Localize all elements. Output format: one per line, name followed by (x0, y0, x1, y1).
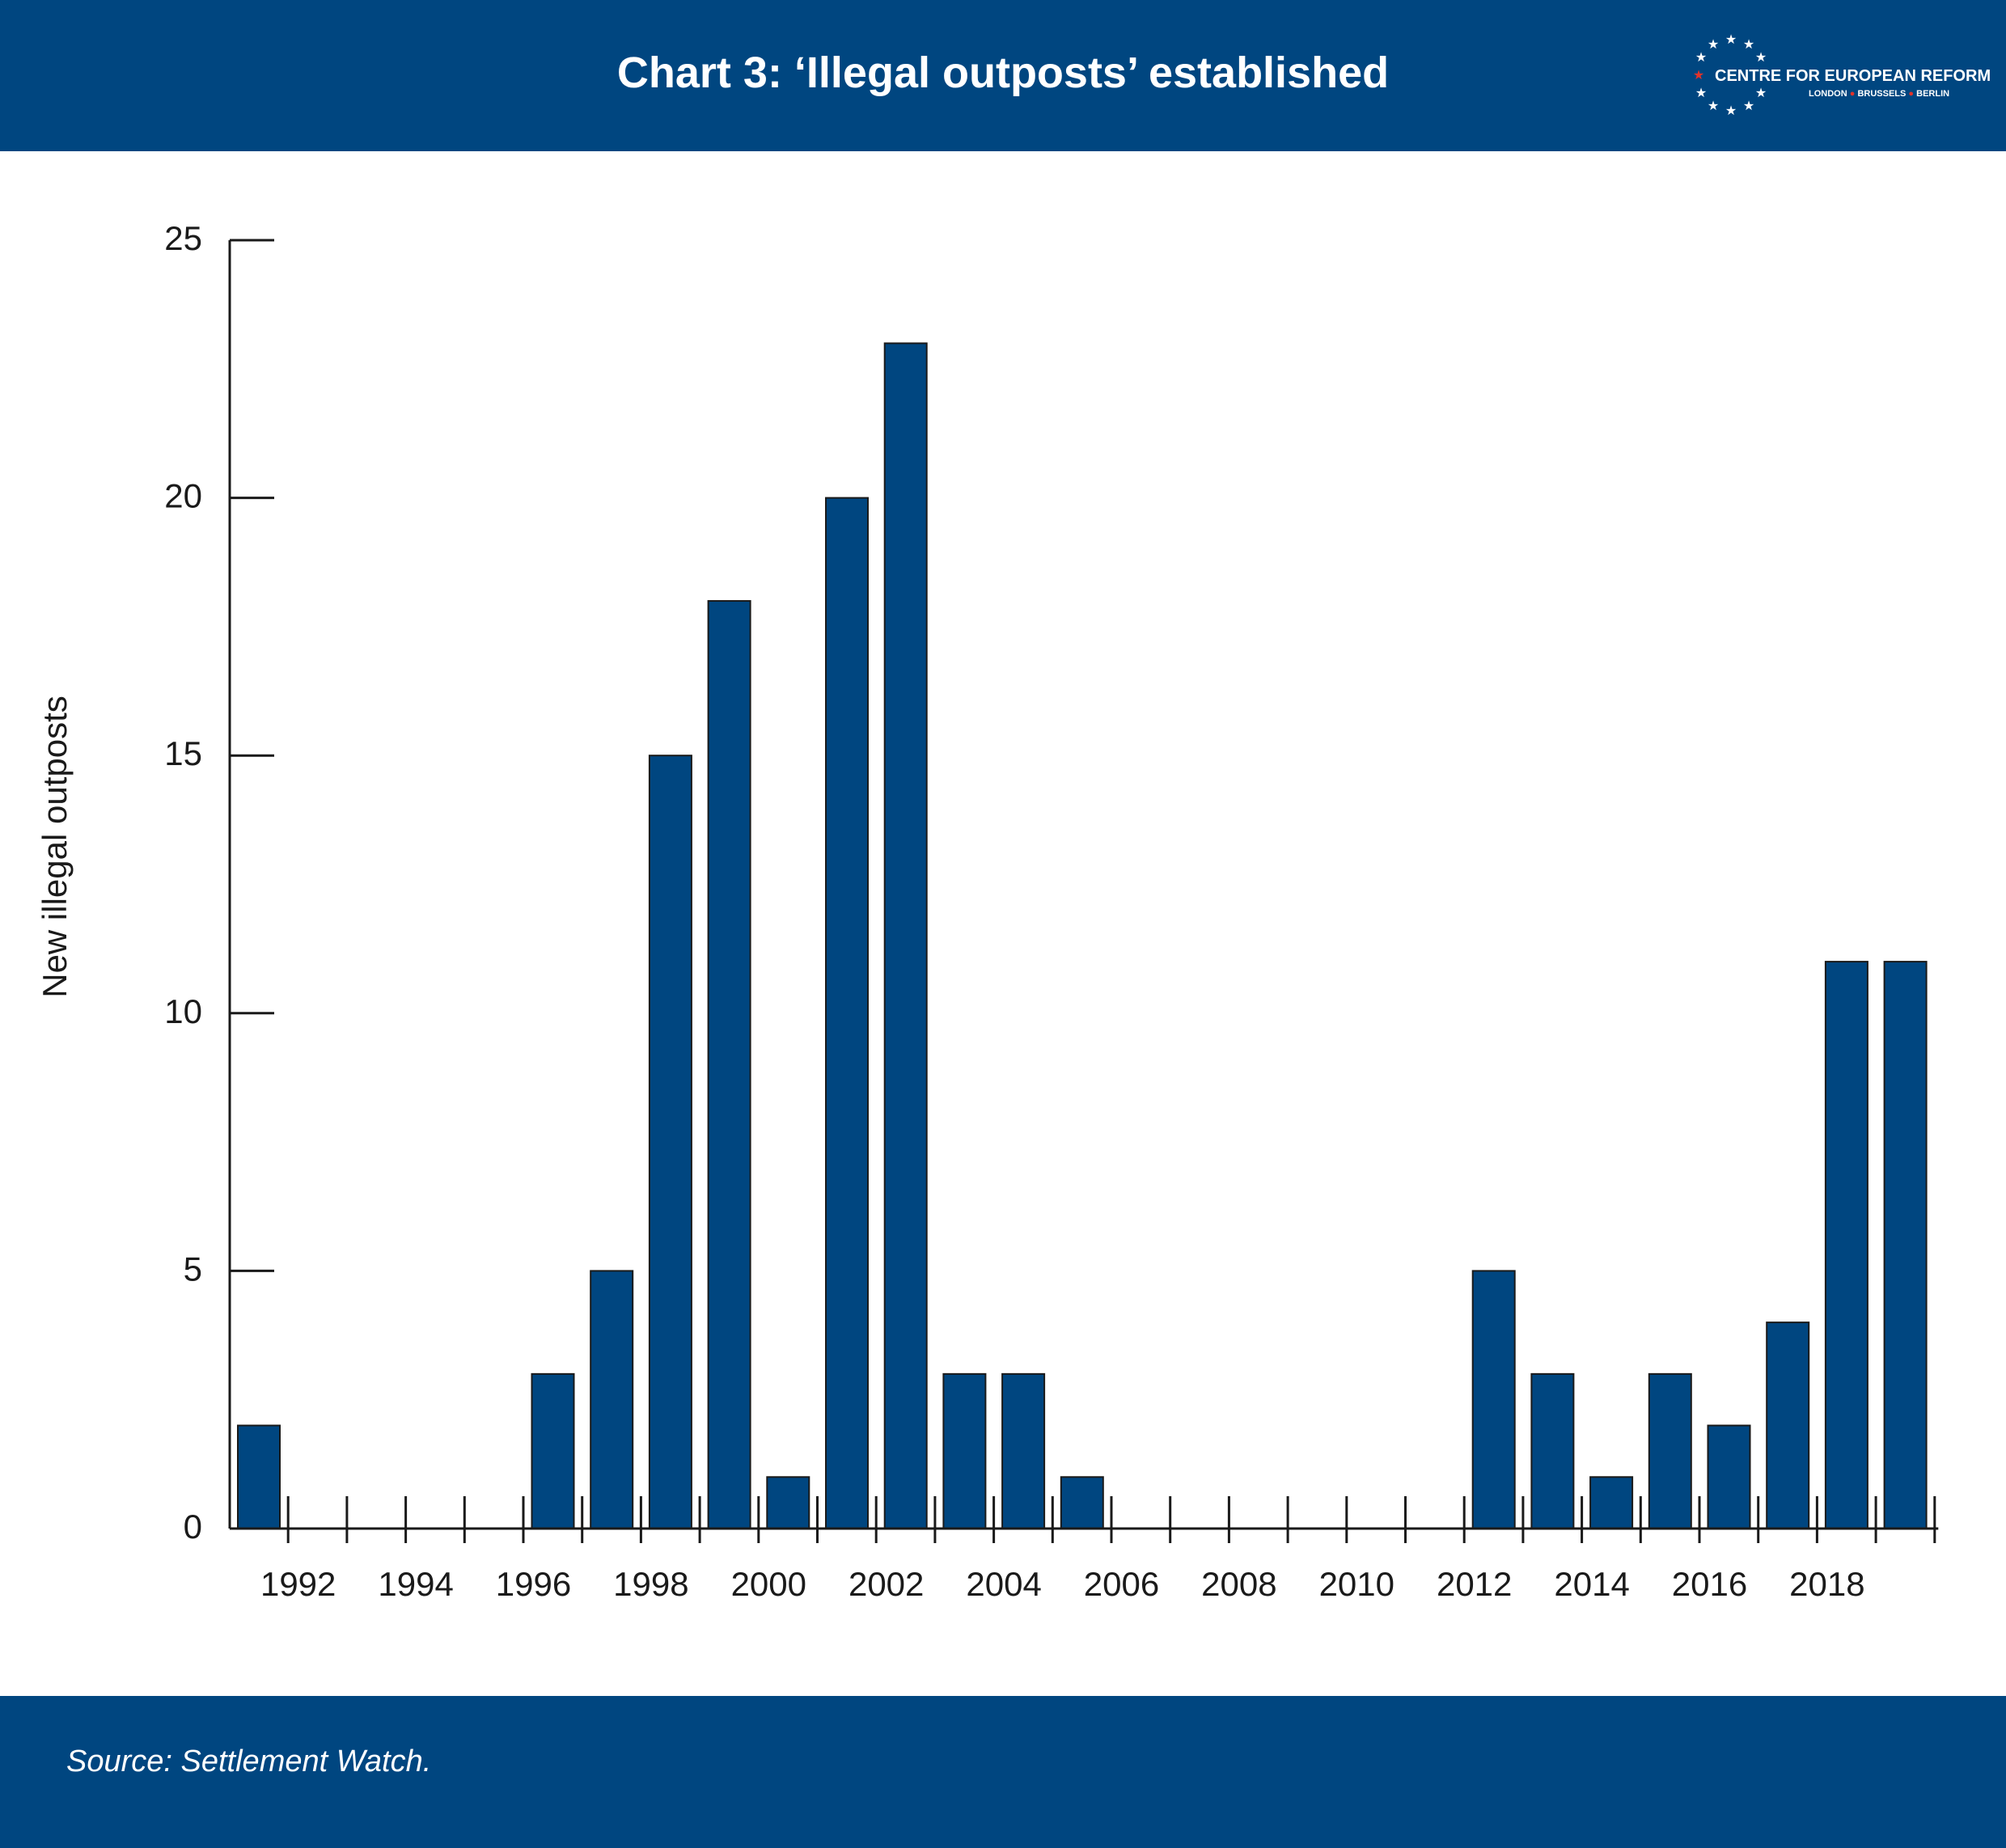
bar-2003 (942, 1372, 987, 1529)
svg-text:★: ★ (1695, 51, 1707, 65)
footer-banner: Source: Settlement Watch. (0, 1696, 2006, 1848)
bar-chart: 0 5 10 15 20 25 1992 1994 1996 1998 2000 2002 2004 20… (36, 219, 1939, 1603)
y-tick-label-25: 25 (164, 219, 202, 257)
bars-group (237, 342, 1928, 1530)
x-tick-label-2002: 2002 (849, 1565, 924, 1603)
bar-2001 (825, 497, 869, 1530)
bar-2015 (1648, 1372, 1692, 1529)
svg-text:★: ★ (1725, 104, 1737, 118)
y-axis-label: New illegal outposts (36, 696, 74, 998)
logo-city-brussels: BRUSSELS (1857, 89, 1907, 99)
y-tick-label-5: 5 (184, 1250, 202, 1288)
logo-cities: LONDON ● BRUSSELS ● BERLIN (1809, 89, 1949, 99)
svg-text:★: ★ (1755, 87, 1767, 100)
bar-2004 (1001, 1372, 1046, 1529)
svg-text:★: ★ (1743, 99, 1754, 113)
chart-area: 0 5 10 15 20 25 1992 1994 1996 1998 2000 2002 2004 20… (0, 151, 2006, 1696)
x-tick-label-1992: 1992 (260, 1565, 336, 1603)
bar-2017 (1766, 1322, 1810, 1529)
eu-star-ring-icon: ★ ★ ★ ★ ★ ★ ★ ★ ★ ★ ★ (1693, 33, 1767, 118)
svg-text:★: ★ (1755, 51, 1767, 65)
header-banner: Chart 3: ‘Illegal outposts’ established … (0, 0, 2006, 151)
source-note: Source: Settlement Watch. (66, 1744, 432, 1778)
logo-name: CENTRE FOR EUROPEAN REFORM (1715, 67, 1991, 85)
bar-2012 (1471, 1270, 1516, 1530)
x-tick-label-1996: 1996 (496, 1565, 571, 1603)
bar-1991 (237, 1424, 281, 1530)
x-tick-label-2018: 2018 (1789, 1565, 1864, 1603)
bar-2018 (1824, 961, 1868, 1529)
x-tick-label-2000: 2000 (731, 1565, 806, 1603)
chart-title: Chart 3: ‘Illegal outposts’ established (616, 49, 1390, 97)
x-tick-label-2016: 2016 (1672, 1565, 1747, 1603)
bar-2000 (766, 1476, 810, 1530)
bar-1996 (531, 1372, 575, 1529)
x-tick-label-1998: 1998 (613, 1565, 688, 1603)
x-tick-label-2010: 2010 (1319, 1565, 1394, 1603)
x-tick-label-2004: 2004 (966, 1565, 1041, 1603)
bar-2013 (1530, 1372, 1575, 1529)
logo-city-separator: ● (1908, 89, 1915, 99)
svg-text:★: ★ (1708, 38, 1719, 52)
logo-city-london: LONDON (1809, 89, 1847, 99)
y-tick-label-15: 15 (164, 734, 202, 772)
bar-1999 (707, 600, 751, 1529)
logo-city-separator: ● (1849, 89, 1856, 99)
x-tick-label-1994: 1994 (378, 1565, 453, 1603)
svg-text:★: ★ (1743, 38, 1754, 52)
x-tick-label-2012: 2012 (1437, 1565, 1512, 1603)
logo-city-berlin: BERLIN (1916, 89, 1950, 99)
svg-text:★: ★ (1725, 33, 1737, 47)
svg-text:★: ★ (1708, 99, 1719, 113)
bar-2019 (1883, 961, 1928, 1529)
bar-2005 (1060, 1476, 1104, 1530)
x-tick-label-2014: 2014 (1554, 1565, 1629, 1603)
y-tick-label-0: 0 (184, 1508, 202, 1546)
svg-text:★: ★ (1693, 69, 1704, 82)
y-tick-label-20: 20 (164, 477, 202, 515)
bar-2016 (1707, 1424, 1751, 1530)
x-tick-label-2008: 2008 (1201, 1565, 1276, 1603)
bar-1998 (648, 755, 692, 1529)
y-tick-label-10: 10 (164, 992, 202, 1030)
bar-2014 (1589, 1476, 1634, 1530)
cer-logo: ★ ★ ★ ★ ★ ★ ★ ★ ★ ★ ★ CENTRE FOR EUROPEA… (1682, 23, 1991, 128)
svg-text:★: ★ (1695, 87, 1707, 100)
axes-group: 0 5 10 15 20 25 1992 1994 1996 1998 2000 2002 2004 20… (164, 219, 1939, 1603)
bar-1997 (590, 1270, 634, 1530)
x-tick-label-2006: 2006 (1084, 1565, 1159, 1603)
bar-2002 (883, 342, 928, 1530)
